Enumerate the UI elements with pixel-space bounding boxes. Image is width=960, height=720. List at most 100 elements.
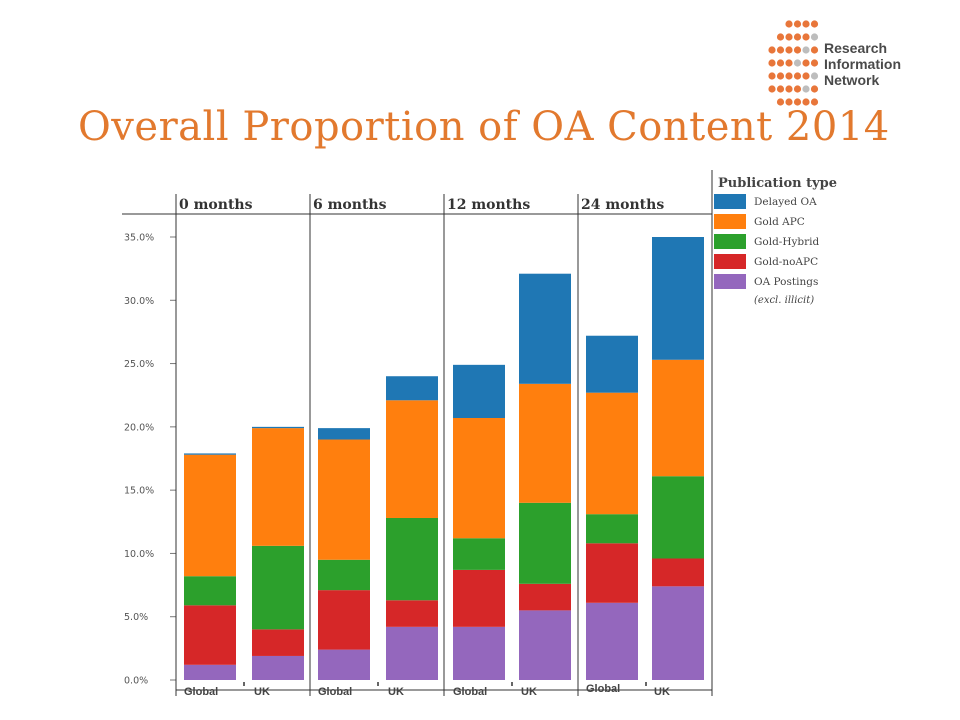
slide-title: Overall Proportion of OA Content 2014: [78, 104, 890, 150]
legend-label-1: Gold APC: [754, 216, 805, 228]
bar-5-gold-hybrid: [519, 502, 571, 584]
bar-1-delayed-oa: [252, 426, 304, 429]
logo-dot-20: [810, 59, 819, 67]
logo-dot-18: [793, 59, 802, 67]
logo-dot-32: [810, 85, 819, 93]
logo-dot-34: [785, 98, 793, 106]
bar-0-gold-hybrid: [184, 576, 236, 606]
legend-swatch-3: [714, 254, 746, 269]
logo-dot-35: [793, 98, 802, 106]
bar-1-gold-hybrid: [252, 545, 304, 630]
bar-6-delayed-oa: [586, 335, 638, 393]
bars: [184, 237, 704, 680]
logo-dot-28: [776, 85, 785, 93]
category-label-7: UK: [654, 686, 670, 698]
bar-3-gold-hybrid: [386, 517, 438, 601]
logo-dot-17: [785, 59, 793, 67]
bar-4-gold-apc: [453, 417, 505, 539]
logo-dots-icon: [768, 20, 819, 106]
bar-7-gold-hybrid: [652, 476, 704, 559]
bar-1-gold-apc: [252, 428, 304, 546]
legend: Publication type Delayed OA Gold APC Gold-H…: [714, 176, 837, 306]
logo: Research Information Network: [766, 18, 936, 118]
logo-dot-10: [776, 46, 785, 54]
legend-swatch-0: [714, 194, 746, 209]
bar-2-gold-noapc: [318, 590, 370, 650]
category-label-4: Global: [453, 686, 487, 698]
bar-5-gold-noapc: [519, 583, 571, 611]
bar-0-oa-postings: [184, 664, 236, 680]
logo-dot-22: [776, 72, 785, 80]
bar-2-gold-hybrid: [318, 559, 370, 591]
logo-dot-36: [802, 98, 810, 106]
legend-label-2: Gold-Hybrid: [754, 236, 820, 248]
logo-dot-7: [802, 33, 810, 41]
category-labels: Global UK Global UK Global UK Global UK: [184, 683, 670, 698]
bar-6-oa-postings: [586, 602, 638, 680]
legend-swatch-4: [714, 274, 746, 289]
logo-dot-0: [785, 20, 793, 28]
panel-label-2: 12 months: [447, 197, 530, 213]
bar-7-gold-noapc: [652, 558, 704, 587]
logo-dot-8: [810, 33, 819, 41]
logo-line-2: Information: [824, 56, 901, 72]
bar-3-delayed-oa: [386, 376, 438, 401]
bar-4-oa-postings: [453, 626, 505, 680]
bar-7-oa-postings: [652, 586, 704, 680]
category-label-0: Global: [184, 686, 218, 698]
logo-dot-23: [785, 72, 793, 80]
bar-7-gold-apc: [652, 359, 704, 477]
logo-dot-26: [810, 72, 819, 80]
bar-3-gold-apc: [386, 400, 438, 518]
logo-dot-3: [810, 20, 819, 28]
logo-dot-16: [776, 59, 785, 67]
logo-dot-19: [802, 59, 810, 67]
category-label-1: UK: [254, 686, 270, 698]
logo-dot-4: [776, 33, 785, 41]
legend-label-4: OA Postings: [754, 276, 818, 288]
logo-dot-13: [802, 46, 810, 54]
logo-dot-1: [793, 20, 802, 28]
bar-0-delayed-oa: [184, 453, 236, 455]
bar-4-delayed-oa: [453, 364, 505, 418]
panel-label-3: 24 months: [581, 197, 664, 213]
legend-label-3: Gold-noAPC: [754, 256, 818, 268]
logo-dot-29: [785, 85, 793, 93]
bar-4-gold-noapc: [453, 569, 505, 627]
bar-5-gold-apc: [519, 383, 571, 503]
y-tick-label-7: 35.0%: [124, 233, 154, 244]
logo-dot-2: [802, 20, 810, 28]
logo-dot-30: [793, 85, 802, 93]
y-tick-label-0: 0.0%: [124, 676, 148, 687]
logo-dot-15: [768, 59, 776, 67]
bar-2-gold-apc: [318, 439, 370, 560]
logo-dot-33: [776, 98, 785, 106]
bar-5-delayed-oa: [519, 273, 571, 384]
logo-dot-37: [810, 98, 819, 106]
bar-2-oa-postings: [318, 649, 370, 680]
bar-6-gold-noapc: [586, 543, 638, 603]
bar-1-gold-noapc: [252, 629, 304, 656]
logo-dot-12: [793, 46, 802, 54]
panel-label-0: 0 months: [179, 197, 253, 213]
bar-6-gold-hybrid: [586, 514, 638, 544]
category-label-2: Global: [318, 686, 352, 698]
y-axis: 0.0% 5.0% 10.0% 15.0% 20.0% 25.0% 30.0% 35.0%: [122, 213, 177, 690]
legend-note: (excl. illicit): [754, 295, 814, 306]
bar-0-gold-noapc: [184, 605, 236, 665]
y-tick-label-2: 10.0%: [124, 549, 154, 560]
category-label-5: UK: [521, 686, 537, 698]
category-label-3: UK: [388, 686, 404, 698]
logo-dot-6: [793, 33, 802, 41]
y-tick-label-1: 5.0%: [124, 612, 148, 623]
logo-line-3: Network: [824, 72, 880, 88]
logo-dot-21: [768, 72, 776, 80]
logo-dot-31: [802, 85, 810, 93]
logo-dot-25: [802, 72, 810, 80]
logo-line-1: Research: [824, 40, 888, 56]
y-tick-label-3: 15.0%: [124, 486, 154, 497]
legend-swatch-1: [714, 214, 746, 229]
legend-title: Publication type: [718, 176, 837, 191]
logo-dot-24: [793, 72, 802, 80]
